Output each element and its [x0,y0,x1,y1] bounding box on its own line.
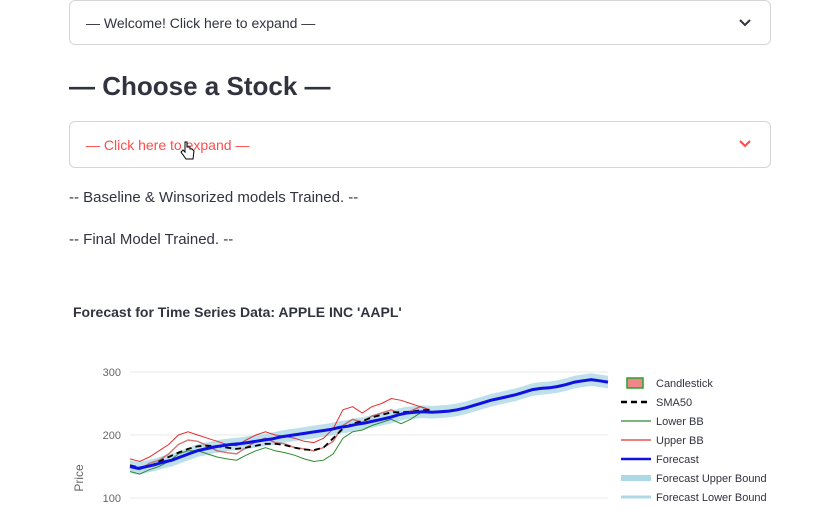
legend-label: Candlestick [656,378,713,390]
legend-item[interactable]: Forecast Upper Bound [621,473,767,485]
status-message-final: -- Final Model Trained. -- [69,231,234,248]
chart-title: Forecast for Time Series Data: APPLE INC… [73,304,402,320]
legend-label: Lower BB [656,416,704,428]
legend-label: Forecast Lower Bound [656,492,767,504]
legend-swatch [621,475,651,481]
legend-label: Forecast [656,454,699,466]
stock-expander[interactable]: — Click here to expand — [69,121,771,168]
y-tick-label: 100 [103,493,121,505]
hand-cursor-icon [180,141,195,160]
chevron-down-icon [739,140,751,148]
welcome-expander[interactable]: — Welcome! Click here to expand — [69,0,771,45]
stock-expander-label: — Click here to expand — [86,136,250,153]
lower-bb-line [129,410,431,475]
sma50-line [129,408,431,469]
legend-label: Forecast Upper Bound [656,473,767,485]
chevron-down-icon [739,19,751,27]
status-message-baseline: -- Baseline & Winsorized models Trained.… [69,189,359,206]
legend-item[interactable]: SMA50 [621,397,692,409]
legend-swatch [626,377,644,389]
forecast-chart: 100 200 300 Price Candlestick SMA50 Lower BB… [72,367,767,505]
legend-label: Upper BB [656,435,704,447]
forecast-line [129,378,609,470]
y-tick-label: 200 [103,430,121,442]
legend-label: SMA50 [656,397,692,409]
legend-item[interactable]: Upper BB [621,435,704,447]
legend-item[interactable]: Lower BB [621,416,704,428]
legend-item[interactable]: Forecast Lower Bound [621,492,767,504]
y-axis-label: Price [72,464,86,492]
legend-item[interactable]: Candlestick [626,377,713,390]
candlestick-series [129,405,431,471]
page-title: — Choose a Stock — [69,71,331,101]
y-tick-label: 300 [103,367,121,379]
welcome-expander-label: — Welcome! Click here to expand — [86,14,316,31]
forecast-band [130,373,608,475]
legend-item[interactable]: Forecast [621,454,699,466]
